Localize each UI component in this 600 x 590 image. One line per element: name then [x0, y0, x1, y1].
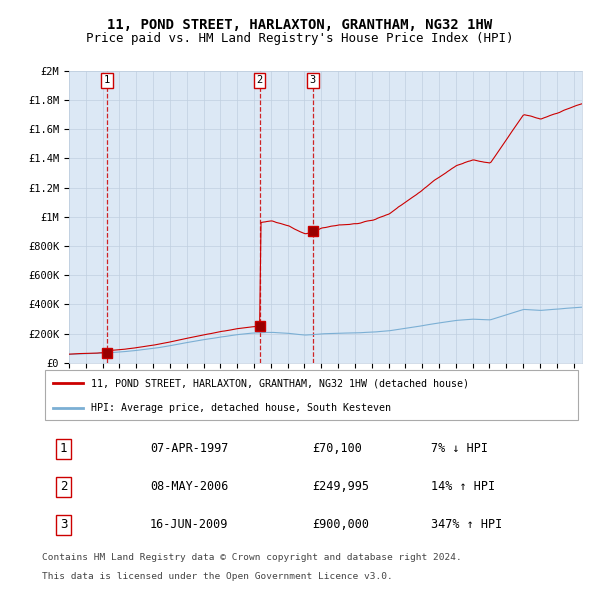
Text: £900,000: £900,000 [312, 518, 369, 531]
Text: 7% ↓ HPI: 7% ↓ HPI [431, 442, 488, 455]
Text: 11, POND STREET, HARLAXTON, GRANTHAM, NG32 1HW (detached house): 11, POND STREET, HARLAXTON, GRANTHAM, NG… [91, 378, 469, 388]
Text: £249,995: £249,995 [312, 480, 369, 493]
Text: 16-JUN-2009: 16-JUN-2009 [150, 518, 229, 531]
Text: 2: 2 [256, 75, 263, 85]
Text: Price paid vs. HM Land Registry's House Price Index (HPI): Price paid vs. HM Land Registry's House … [86, 32, 514, 45]
FancyBboxPatch shape [45, 371, 578, 420]
Text: 07-APR-1997: 07-APR-1997 [150, 442, 229, 455]
Text: Contains HM Land Registry data © Crown copyright and database right 2024.: Contains HM Land Registry data © Crown c… [42, 552, 462, 562]
Text: 1: 1 [104, 75, 110, 85]
Text: HPI: Average price, detached house, South Kesteven: HPI: Average price, detached house, Sout… [91, 402, 391, 412]
Text: 11, POND STREET, HARLAXTON, GRANTHAM, NG32 1HW: 11, POND STREET, HARLAXTON, GRANTHAM, NG… [107, 18, 493, 32]
Text: 1: 1 [60, 442, 67, 455]
Text: 08-MAY-2006: 08-MAY-2006 [150, 480, 229, 493]
Text: 2: 2 [60, 480, 67, 493]
Text: 3: 3 [310, 75, 316, 85]
Text: 14% ↑ HPI: 14% ↑ HPI [431, 480, 495, 493]
Text: £70,100: £70,100 [312, 442, 362, 455]
Text: 3: 3 [60, 518, 67, 531]
Text: This data is licensed under the Open Government Licence v3.0.: This data is licensed under the Open Gov… [42, 572, 393, 581]
Text: 347% ↑ HPI: 347% ↑ HPI [431, 518, 502, 531]
